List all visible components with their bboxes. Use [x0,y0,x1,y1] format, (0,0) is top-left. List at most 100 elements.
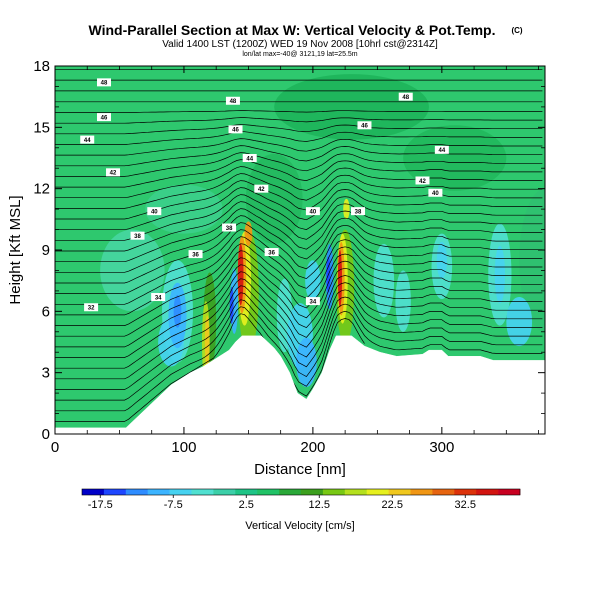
isentrope-line [55,187,543,231]
colorbar-swatch [103,489,127,495]
plot-area: 48 48 48 46 46 46 44 44 44 42 42 42 40 40 40 38 38 38 36 36… [55,66,545,434]
y-axis-label: Height [Kft MSL] [7,195,24,304]
x-tick-label: 200 [300,439,325,456]
contour-label: 38 [134,234,141,240]
colorbar-tick-label: -17.5 [88,499,113,511]
isentrope-line [55,313,365,422]
contour-label: 44 [438,148,445,154]
isentrope-line [55,138,543,156]
x-tick-label: 0 [51,439,59,456]
velocity-cell [337,250,343,308]
velocity-cell [395,270,411,332]
velocity-cell [296,337,317,387]
chart-subtitle: Valid 1400 LST (1200Z) WED 19 Nov 2008 [… [162,39,438,50]
contour-labels: 48 48 48 46 46 46 44 44 44 42 42 42 40 40 40 38 38 38 36 36… [80,78,449,312]
velocity-cell [305,260,321,302]
contour-label-box [151,293,166,302]
contour-label: 40 [310,209,317,215]
colorbar-tick-label: 32.5 [455,499,476,511]
contour-label: 38 [355,209,362,215]
x-axis-ticks: 0 100 200 300 [51,66,539,456]
contour-label: 40 [151,209,158,215]
contour-label-box [398,92,413,101]
isentrope-line [55,131,543,145]
isentrope-line [55,285,543,380]
isentrope-line [55,201,543,252]
colorbar-swatch [454,489,477,495]
contour-label: 34 [155,295,162,301]
isentrope-line [55,264,543,348]
contour-label: 44 [84,138,91,144]
contour-label-box [254,184,269,193]
colorbar-swatch [410,489,433,495]
chart-title-mark: (C) [511,26,522,35]
contour-label: 44 [246,156,253,162]
velocity-cell [237,243,244,306]
x-tick-label: 100 [171,439,196,456]
colorbar-label: Vertical Velocity [cm/s] [245,520,354,532]
velocity-cell [274,74,429,140]
colorbar-swatch [388,489,411,495]
contour-label-box [225,96,240,105]
terrain [55,335,545,434]
isentrope-line [55,299,543,401]
velocity-cell [494,245,506,304]
isentrope-line [55,243,543,316]
x-tick-label: 300 [429,439,454,456]
colorbar-swatch [432,489,455,495]
isentrope-line [55,271,543,358]
contour-label-box [428,188,443,197]
colorbar-swatch [344,489,367,495]
contour-label: 48 [230,99,237,105]
isentrope-line [55,278,543,369]
isentrope-line [55,159,543,188]
colorbar-swatch [322,489,346,495]
isentrope-line [55,145,543,167]
contour-label: 36 [268,250,275,256]
isentrope-line [55,208,543,263]
isentrope-line [55,229,543,294]
y-tick-label: 12 [33,181,50,198]
isentrope-line [55,215,543,273]
contour-label: 36 [192,252,199,258]
contour-label-box [106,168,121,177]
colorbar-swatch [279,489,302,495]
contour-label-box [97,78,111,87]
velocity-cell [519,188,545,332]
isentrope-line [55,292,543,390]
colorbar-swatch [301,489,324,495]
contour-label-box [97,113,111,122]
isentrope-line [55,236,543,305]
contour-label-box [264,248,279,257]
velocity-cell [145,184,223,234]
contour-label: 42 [110,171,117,177]
velocity-cell [245,153,303,244]
y-tick-label: 15 [33,119,50,136]
contour-label-box [147,207,162,216]
contour-label-box [84,303,99,312]
colorbar-swatch [476,489,499,495]
colorbar-swatch [235,489,258,495]
contour-label-box [130,231,145,240]
contour-label: 46 [232,128,239,134]
velocity-cell [244,221,253,246]
contour-label: 48 [101,81,108,87]
colorbar-swatch [169,489,192,495]
x-axis-label: Distance [nm] [254,461,346,478]
chart-title: Wind-Parallel Section at Max W: Vertical… [88,22,495,38]
contour-label: 48 [402,95,409,101]
colorbar-tick-label: 2.5 [239,499,254,511]
velocity-field [100,74,545,387]
chart-info-line: lon/lat max=-40@ 3121,19 lat=25.5m [242,51,357,58]
colorbar-swatch [366,489,389,495]
colorbar-swatch [257,489,280,495]
isentrope-line [55,166,543,199]
contour-label: 34 [310,299,317,305]
velocity-cell [403,125,507,191]
contour-label-box [228,125,243,134]
contour-label-box [188,250,203,259]
y-tick-label: 0 [42,426,50,443]
velocity-cell [436,241,447,279]
